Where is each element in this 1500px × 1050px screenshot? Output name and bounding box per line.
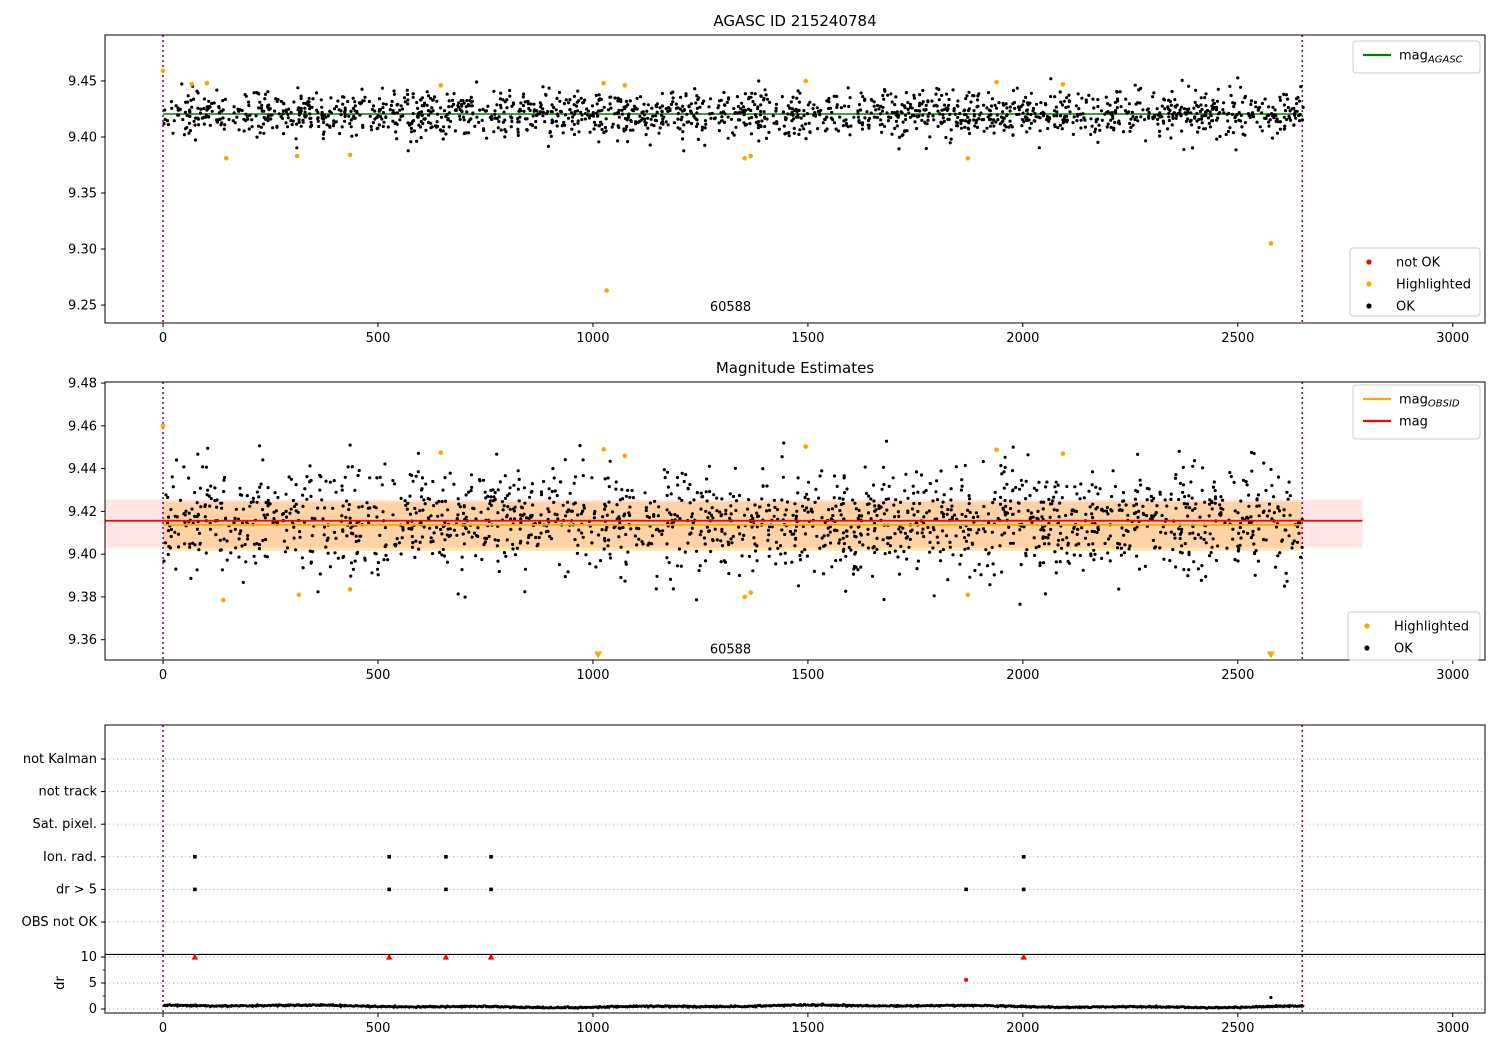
dr-tick-label: 10 — [80, 950, 97, 965]
y-tick-label: 9.25 — [68, 299, 97, 314]
x-tick-label: 1500 — [791, 331, 824, 346]
ok-points — [162, 439, 1304, 606]
dr-not-ok-clipped-marker — [385, 953, 393, 960]
x-tick-label: 1000 — [576, 668, 609, 683]
y-tick-label: 9.44 — [68, 462, 97, 477]
obsid-annotation: 60588 — [710, 300, 751, 315]
legend-entry-label: not OK — [1396, 256, 1441, 271]
legend-entry-label: OK — [1394, 642, 1413, 657]
axes-frame — [104, 381, 1486, 661]
highlighted-points — [160, 423, 1066, 603]
y-tick-label: 9.48 — [68, 377, 97, 392]
chart-agasc-mag: 60588 0 500 1000 1500 2000 2500 3000 9.45 9.40 9.3… — [68, 34, 1486, 346]
dr-ok-outlier — [1269, 995, 1273, 1000]
y-tick-label: 9.30 — [68, 243, 97, 258]
legend-entry-label: OK — [1396, 300, 1415, 315]
highlighted-points — [160, 68, 1274, 293]
legend-sample-dot — [1364, 623, 1370, 629]
dr-tick-label: 0 — [89, 1002, 97, 1017]
y-tick-label: 9.38 — [68, 590, 97, 605]
y-tick-label: 9.40 — [68, 548, 97, 563]
flag-row-label: OBS not OK — [22, 915, 98, 930]
flag-points-5 — [193, 887, 1026, 892]
y-tick-label: 9.45 — [68, 74, 97, 89]
dr-not-ok-clipped-marker — [1020, 953, 1027, 960]
legend-box — [1349, 247, 1481, 317]
dr-not-ok-point — [964, 977, 969, 982]
x-tick-label: 2500 — [1221, 1021, 1254, 1036]
dr-not-ok-clipped-marker — [487, 953, 495, 960]
legend-entry-label: mag — [1399, 415, 1428, 430]
legend-sample-dot — [1366, 259, 1372, 265]
dr-trace — [163, 1002, 1305, 1010]
chart-flags-dr: not Kalman not track Sat. pixel. Ion. rad. d… — [22, 724, 1486, 1036]
x-tick-label: 1500 — [791, 668, 824, 683]
legend-top-right: magAGASC — [1352, 40, 1481, 74]
y-tick-label: 9.36 — [68, 633, 97, 648]
legend-sample-dot — [1366, 281, 1372, 287]
y-tick-label: 9.46 — [68, 419, 97, 434]
x-tick-label: 500 — [366, 331, 391, 346]
flag-row-label: not Kalman — [23, 752, 97, 767]
x-tick-label: 0 — [159, 331, 167, 346]
dr-axis-label: dr — [53, 976, 68, 990]
legend-sample-dot — [1366, 303, 1372, 309]
x-tick-label: 1000 — [576, 1021, 609, 1036]
flag-points-4 — [193, 855, 1026, 859]
flag-row-label: Sat. pixel. — [33, 817, 97, 832]
legend-bottom-right: Highlighted OK — [1347, 611, 1481, 661]
chart1-title: AGASC ID 215240784 — [713, 12, 877, 30]
flag-row-label: not track — [38, 785, 97, 800]
x-tick-label: 2500 — [1221, 668, 1254, 683]
x-tick-label: 2500 — [1221, 331, 1254, 346]
obsid-annotation: 60588 — [710, 643, 751, 658]
axes-frame — [104, 34, 1486, 324]
x-tick-label: 3000 — [1436, 1021, 1469, 1036]
x-tick-label: 2000 — [1006, 668, 1039, 683]
clipped-low-marker — [1266, 651, 1275, 659]
ok-points — [162, 76, 1305, 153]
legend-entry-label: Highlighted — [1394, 620, 1469, 635]
x-tick-label: 1500 — [791, 1021, 824, 1036]
y-tick-label: 9.35 — [68, 187, 97, 202]
dr-tick-label: 5 — [89, 976, 97, 991]
dr-not-ok-clipped-marker — [191, 953, 199, 960]
x-tick-label: 3000 — [1436, 668, 1469, 683]
x-tick-label: 500 — [366, 668, 391, 683]
flag-row-label: dr > 5 — [56, 882, 97, 897]
axes-frame — [104, 724, 1486, 1014]
chart2-title: Magnitude Estimates — [715, 359, 875, 377]
x-tick-label: 3000 — [1436, 331, 1469, 346]
legend-entry-label: Highlighted — [1396, 278, 1471, 293]
legend-box — [1347, 611, 1481, 661]
y-tick-label: 9.42 — [68, 505, 97, 520]
x-tick-label: 1000 — [576, 331, 609, 346]
clipped-low-marker — [594, 651, 603, 659]
dr-not-ok-clipped-marker — [442, 953, 450, 960]
x-tick-label: 2000 — [1006, 331, 1039, 346]
legend-box — [1352, 40, 1481, 74]
x-tick-label: 0 — [159, 668, 167, 683]
legend-sample-dot — [1364, 645, 1370, 651]
y-tick-label: 9.40 — [68, 130, 97, 145]
flag-row-label: Ion. rad. — [43, 850, 97, 865]
legend-bottom-right: not OK Highlighted OK — [1349, 247, 1481, 317]
x-tick-label: 500 — [366, 1021, 391, 1036]
chart-magnitude-estimates: 60588 0 500 1000 1500 2000 2500 3000 9.48 9.46 9.4… — [68, 377, 1486, 683]
x-tick-label: 0 — [159, 1021, 167, 1036]
x-tick-label: 2000 — [1006, 1021, 1039, 1036]
